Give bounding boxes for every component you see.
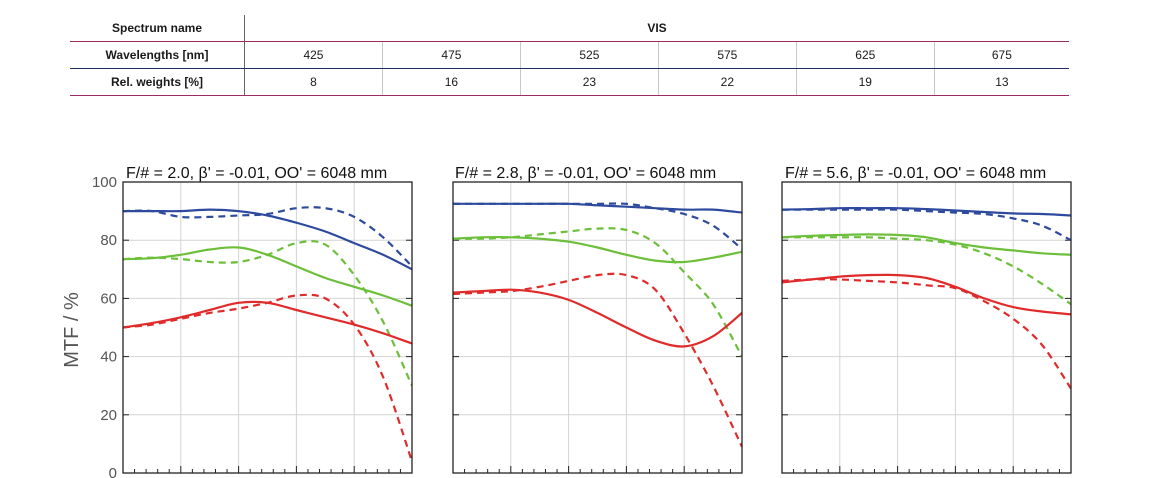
wavelength-cell: 475 [381,41,521,69]
series-line-blue-dashed [123,206,412,268]
weight-cell: 16 [381,68,521,96]
mtf-chart-2 [452,181,743,474]
series-line-green-dashed [453,227,742,358]
wavelengths-label: Wavelengths [nm] [70,41,245,69]
wavelength-cell: 575 [657,41,797,69]
wavelengths-row: Wavelengths [nm] 425 475 525 575 625 675 [70,41,1069,69]
plot-frame [781,181,1072,474]
y-tick-label: 20 [100,407,117,424]
weights-row: Rel. weights [%] 8 16 23 22 19 13 [70,68,1069,96]
wavelength-cell: 525 [519,41,659,69]
series-line-blue-solid [453,202,742,214]
weight-cell: 19 [795,68,935,96]
weight-cell: 23 [519,68,659,96]
spectrum-name-label: Spectrum name [70,15,245,42]
series-line-red-solid [123,300,412,345]
series-group [782,207,1071,390]
y-axis-label: MTF / % [61,292,83,368]
series-group [123,206,412,462]
chart-title: F/# = 5.6, β' = -0.01, OO' = 6048 mm [785,165,1046,182]
series-line-green-dashed [123,240,412,387]
plot-frame [452,181,743,474]
spectrum-row: Spectrum name VIS [70,15,1069,42]
series-line-red-dashed [123,293,412,462]
weight-cell: 13 [933,68,1069,96]
series-line-red-solid [453,288,742,348]
chart-title: F/# = 2.8, β' = -0.01, OO' = 6048 mm [455,165,716,182]
series-line-blue-solid [782,207,1071,217]
spectrum-table: Spectrum name VIS Wavelengths [nm] 425 4… [70,15,1069,96]
series-group [453,202,742,448]
mtf-chart-1: 0 20 40 60 80 100 [92,174,413,478]
weight-cell: 22 [657,68,797,96]
series-line-green-solid [123,246,412,307]
series-line-red-dashed [453,272,742,448]
series-line-blue-dashed [782,208,1071,242]
y-tick-label: 100 [92,174,117,191]
series-line-green-solid [453,235,742,264]
spectrum-name-value: VIS [244,15,1069,42]
weights-label: Rel. weights [%] [70,68,245,96]
mtf-chart-3 [781,181,1072,474]
weight-cell: 8 [244,68,383,96]
series-line-green-solid [782,233,1071,256]
y-tick-label: 40 [100,349,117,366]
y-tick-label: 60 [100,290,117,307]
chart-title: F/# = 2.0, β' = -0.01, OO' = 6048 mm [126,165,387,182]
series-line-green-dashed [782,236,1071,306]
series-line-red-solid [782,273,1071,316]
y-tick-label: 0 [109,465,117,478]
y-tick-label: 80 [100,232,117,249]
wavelength-cell: 625 [795,41,935,69]
plot-frame [122,181,413,474]
series-line-blue-solid [123,208,412,271]
series-line-blue-dashed [453,202,742,250]
series-line-red-dashed [782,278,1071,390]
wavelength-cell: 425 [244,41,383,69]
wavelength-cell: 675 [933,41,1069,69]
